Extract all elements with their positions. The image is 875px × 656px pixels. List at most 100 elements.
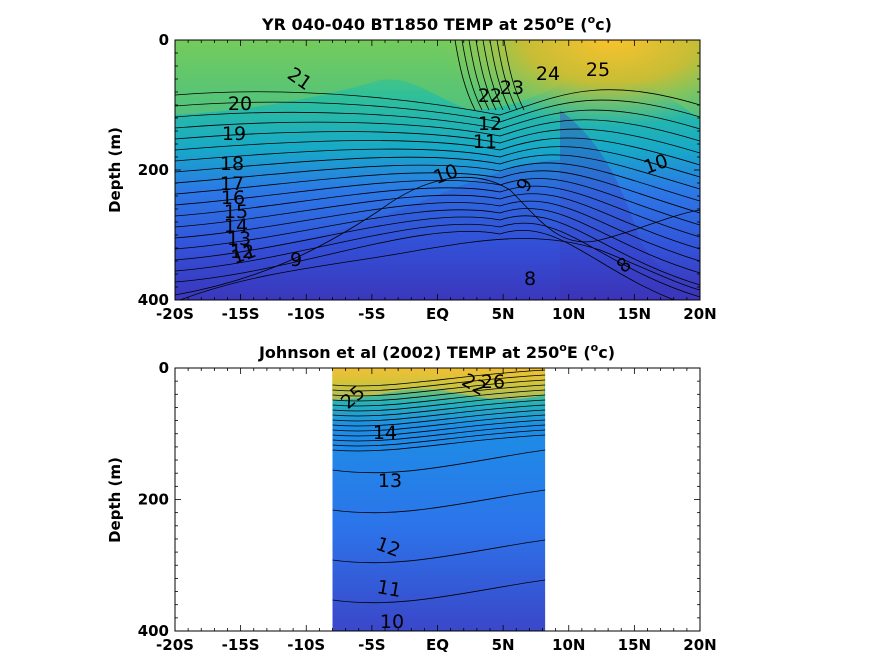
contour-line	[332, 424, 546, 442]
contour-line	[332, 429, 546, 447]
contour-label: 11	[473, 131, 497, 153]
contour-label: 11	[375, 576, 403, 602]
contour-line	[175, 222, 700, 298]
contour-line	[332, 379, 546, 397]
contour-label: 13	[227, 228, 251, 250]
contour-label: 8	[524, 268, 536, 290]
contour-line	[332, 579, 546, 604]
contour-line	[332, 434, 546, 452]
contour-label: 18	[220, 153, 244, 175]
contour-line	[332, 539, 546, 564]
heatmap-fill-1	[175, 40, 700, 300]
x-tick-label: -10S	[287, 305, 325, 323]
y-tick-label: 400	[138, 291, 169, 309]
contour-label: 14	[373, 422, 397, 444]
contour-line	[175, 185, 700, 238]
contour-label: 13	[378, 470, 402, 492]
chart-title-2: Johnson et al (2002) TEMP at 250oE (oc)	[258, 341, 615, 362]
contour-line	[175, 178, 700, 226]
contour-line	[175, 137, 700, 166]
contour-label: 9	[290, 249, 302, 271]
contour-lines-2	[332, 369, 546, 604]
x-tick-label: 5N	[492, 636, 515, 654]
contour-line	[175, 146, 700, 178]
contour-line	[179, 238, 700, 300]
contour-line	[454, 40, 476, 111]
x-tick-label: EQ	[426, 305, 449, 323]
y-tick-label: 200	[138, 491, 169, 509]
x-tick-label: -20S	[156, 636, 194, 654]
x-tick-label: -15S	[222, 636, 260, 654]
contour-label: 20	[228, 93, 252, 115]
contour-line	[461, 40, 483, 111]
contour-line	[175, 162, 700, 202]
contour-line	[503, 40, 525, 111]
contour-label: 24	[536, 63, 560, 85]
contour-line	[175, 177, 700, 296]
contour-lines-1	[175, 40, 700, 300]
contour-line	[475, 40, 497, 111]
x-tick-label: 20N	[683, 305, 716, 323]
contour-label: 17	[220, 173, 244, 195]
contour-line	[175, 109, 700, 130]
contour-label: 25	[586, 59, 610, 81]
x-tick-label: -10S	[287, 636, 325, 654]
y-axis-label-1: Depth (m)	[106, 127, 124, 213]
contour-line	[175, 128, 700, 154]
contour-line	[332, 374, 546, 392]
x-tick-label: -20S	[156, 305, 194, 323]
contour-line	[175, 200, 700, 262]
x-tick-label: -5S	[358, 636, 385, 654]
contour-line	[489, 40, 511, 111]
contour-line	[482, 40, 504, 111]
contour-line	[332, 399, 546, 417]
chart-title-1: YR 040-040 BT1850 TEMP at 250oE (oc)	[261, 13, 612, 34]
heatmap-fill-2	[332, 368, 546, 631]
contour-line	[175, 229, 676, 300]
x-tick-label: 20N	[683, 636, 716, 654]
contour-line	[332, 409, 546, 427]
contour-line	[332, 489, 546, 514]
contour-line	[332, 419, 546, 437]
contour-label: 12	[478, 113, 502, 135]
contour-line	[175, 170, 700, 214]
contour-line	[332, 404, 546, 422]
y-axis-label-2: Depth (m)	[106, 457, 124, 543]
contour-label: 10	[380, 611, 404, 633]
contour-line	[175, 119, 700, 142]
y-tick-label: 400	[138, 622, 169, 640]
contour-line	[332, 449, 546, 474]
contour-line	[332, 384, 546, 402]
x-tick-label: 10N	[552, 636, 585, 654]
contour-label: 12	[230, 241, 254, 263]
x-tick-label: -5S	[358, 305, 385, 323]
contour-line	[468, 40, 490, 111]
contour-line	[332, 414, 546, 432]
contour-label: 26	[481, 371, 505, 393]
contour-line	[496, 40, 518, 111]
contour-line	[332, 394, 546, 412]
x-tick-label: 10N	[552, 305, 585, 323]
contour-line	[175, 89, 700, 116]
contour-line	[332, 369, 546, 387]
x-tick-label: -15S	[222, 305, 260, 323]
x-tick-label: 15N	[618, 305, 651, 323]
contour-label: 15	[224, 201, 248, 223]
y-tick-label: 0	[159, 31, 169, 49]
x-tick-label: 5N	[492, 305, 515, 323]
axis-ticks-1: -20S -15S -10S -5S EQ 5N 10N 15N 20N 0 200 400	[138, 31, 717, 323]
contour-line	[175, 208, 700, 274]
contour-label: 22	[478, 85, 502, 107]
y-tick-label: 200	[138, 161, 169, 179]
y-tick-label: 0	[159, 359, 169, 377]
contour-line	[175, 193, 700, 250]
contour-label: 23	[500, 77, 524, 99]
x-tick-label: EQ	[426, 636, 449, 654]
contour-line	[175, 154, 700, 190]
contour-line	[175, 215, 700, 286]
